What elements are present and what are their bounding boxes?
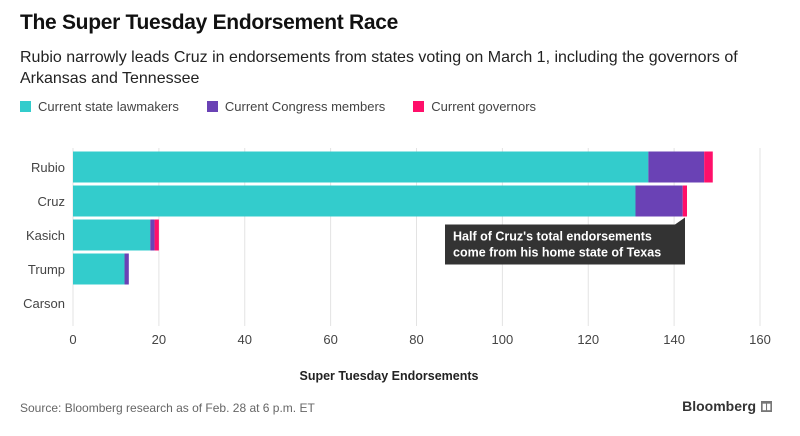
bar-segment-congress xyxy=(648,151,705,183)
annotation-text: Half of Cruz's total endorsements xyxy=(453,230,652,244)
chart-subtitle: Rubio narrowly leads Cruz in endorsement… xyxy=(20,49,738,87)
bar-segment-state-lawmakers xyxy=(73,253,125,285)
brand-name: Bloomberg xyxy=(682,398,756,414)
x-tick-label: 100 xyxy=(492,332,514,347)
x-tick-label: 140 xyxy=(663,332,685,347)
category-label: Cruz xyxy=(38,194,65,209)
annotation-box xyxy=(445,224,686,265)
category-label: Trump xyxy=(28,262,65,277)
legend-swatch-governors xyxy=(413,101,425,112)
legend-label-governors: Current governors xyxy=(431,99,537,114)
bar-segment-congress xyxy=(150,219,155,251)
x-tick-label: 160 xyxy=(749,332,771,347)
legend: Current state lawmakers Current Congress… xyxy=(20,99,564,114)
legend-label-congress: Current Congress members xyxy=(224,99,386,114)
bar-segment-state-lawmakers xyxy=(73,185,636,217)
brand-logo: Bloomberg ▮▮ xyxy=(682,398,772,414)
x-tick-label: 0 xyxy=(69,332,76,347)
x-tick-label: 40 xyxy=(238,332,252,347)
x-tick-label: 20 xyxy=(152,332,166,347)
legend-swatch-state-lawmakers xyxy=(20,101,31,112)
x-axis-title: Super Tuesday Endorsements xyxy=(300,369,479,383)
bar-segment-governors xyxy=(704,151,713,183)
category-label: Rubio xyxy=(31,160,65,175)
category-label: Carson xyxy=(23,296,65,311)
category-label: Kasich xyxy=(26,228,65,243)
bar-segment-state-lawmakers xyxy=(73,151,649,183)
legend-label-state-lawmakers: Current state lawmakers xyxy=(38,99,179,114)
x-tick-label: 60 xyxy=(323,332,337,347)
bloomberg-terminal-icon: ▮▮ xyxy=(761,400,772,412)
bar-segment-congress xyxy=(635,185,683,217)
bar-segment-governors xyxy=(154,219,159,251)
legend-item-governors: Current governors xyxy=(413,99,536,114)
bar-segment-congress xyxy=(124,253,129,285)
annotation-pointer xyxy=(675,217,686,225)
legend-item-congress: Current Congress members xyxy=(206,99,386,114)
x-tick-label: 80 xyxy=(409,332,423,347)
bar-chart: 0 20 40 60 80 100 120 140 160 Rubio Cruz Kasich Trum… xyxy=(23,148,771,383)
bar-segment-state-lawmakers xyxy=(73,219,151,251)
legend-swatch-congress xyxy=(206,101,218,112)
annotation-text: come from his home state of Texas xyxy=(453,246,661,260)
chart-title: The Super Tuesday Endorsement Race xyxy=(20,11,399,34)
x-tick-label: 120 xyxy=(577,332,599,347)
bar-segment-governors xyxy=(682,185,688,217)
source-note: Source: Bloomberg research as of Feb. 28… xyxy=(20,401,315,415)
legend-item-state-lawmakers: Current state lawmakers xyxy=(20,99,179,114)
